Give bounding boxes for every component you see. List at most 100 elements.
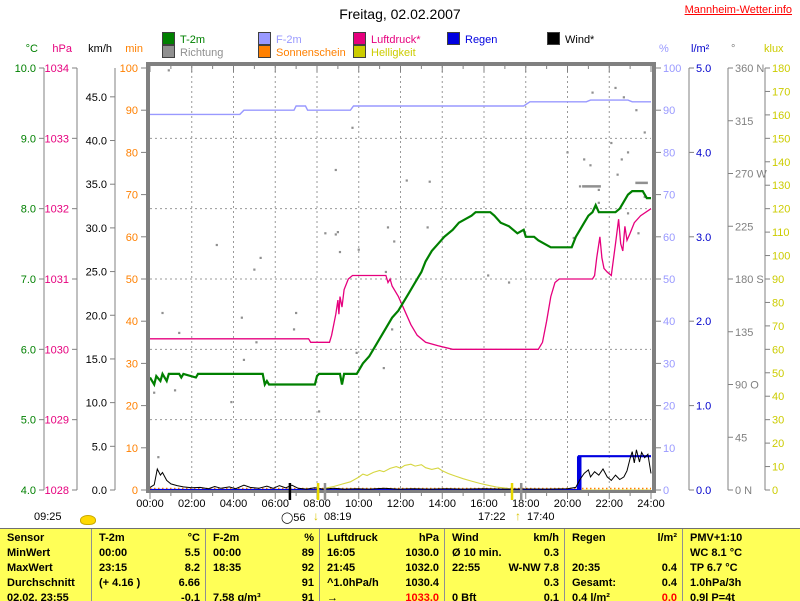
richtung-dot: [336, 231, 339, 234]
richtung-dot: [153, 391, 156, 394]
table-cell-left: 16:05: [327, 547, 356, 559]
legend-item-wind: Wind*: [547, 32, 594, 46]
table-col-unit: °C: [187, 532, 200, 544]
table-cell-left: Gesamt:: [572, 577, 617, 589]
table-row: ^1.0hPa/h 1030.4: [320, 576, 445, 591]
axis-tick-label: 8.0: [21, 204, 36, 216]
morning-time: 09:25: [34, 511, 62, 523]
richtung-dot: [386, 226, 390, 229]
richtung-dot: [391, 328, 394, 331]
series-wind: [149, 449, 652, 490]
axis-tick-label: 1032: [45, 204, 69, 216]
axis-unit-lm2: l/m²: [691, 43, 710, 55]
table-col-name: Luftdruck: [327, 532, 378, 544]
table-cell-right: 1033.0: [405, 592, 439, 601]
richtung-dot: [324, 232, 327, 235]
axis-tick-label: 1030: [45, 344, 69, 356]
richtung-dot: [259, 256, 262, 259]
axis-tick-label: 0.0: [696, 485, 711, 497]
axis-tick-label: 1.0: [696, 401, 711, 413]
axis-tick-label: 4.0: [21, 485, 36, 497]
richtung-dot: [591, 91, 594, 94]
axis-tick-label: 180 S: [735, 274, 764, 286]
axis-tick-label: 180: [772, 63, 790, 75]
axis-tick-label: 5.0: [696, 63, 711, 75]
sunrise-arrow-icon: ↓: [313, 509, 319, 523]
richtung-dot: [157, 456, 160, 459]
table-row: 22:55 W-NW 7.8: [445, 561, 565, 576]
series-t2m: [149, 190, 651, 388]
axis-tick-label: 25.0: [86, 267, 107, 279]
axis-unit-celsius: °C: [25, 43, 38, 55]
table-cell-left: 21:45: [327, 562, 356, 574]
legend-item-luftdruck: Luftdruck*: [353, 32, 421, 46]
axis-tick-label: 90: [126, 105, 138, 117]
axis-tick-label: 360 N: [735, 63, 764, 75]
axis-tick-label: 100: [663, 63, 681, 75]
table-row: 18:35 92: [206, 561, 320, 576]
richtung-dot: [242, 358, 246, 361]
legend-item-regen: Regen: [447, 32, 497, 46]
axis-tick-label: 0: [772, 485, 778, 497]
richtung-dot: [255, 341, 258, 344]
axis-tick-label: 225: [735, 221, 753, 233]
richtung-dot: [405, 179, 408, 182]
axis-tick-label: 150: [772, 133, 790, 145]
axis-tick-label: 20.0: [86, 310, 107, 322]
table-row: (+ 4.16 ) 6.66: [92, 576, 206, 591]
table-row: 0.9l P=4t: [683, 591, 800, 601]
richtung-dot: [643, 195, 646, 199]
table-cell-right: 92: [301, 562, 314, 574]
table-cell-left: 23:15: [99, 562, 128, 574]
table-row-label: MaxWert: [0, 561, 91, 576]
table-cell-left: 0.9l P=4t: [690, 592, 735, 601]
richtung-dot: [487, 274, 490, 277]
axis-tick-label: 1028: [45, 485, 69, 497]
table-row: 1.0hPa/3h: [683, 576, 800, 591]
table-cell-right: 0.4: [661, 562, 677, 574]
table-cell-left: 0 Bft: [452, 592, 477, 601]
axis-tick-label: 30: [126, 358, 138, 370]
axis-tick-label: 0: [132, 485, 138, 497]
axis-tick-label: 50: [663, 274, 675, 286]
axis-tick-label: 60: [772, 344, 784, 356]
axis-tick-label: 160: [772, 110, 790, 122]
table-cell-left: 00:00: [213, 547, 242, 559]
axis-tick-label: 7.0: [21, 274, 36, 286]
table-cell-left: (+ 4.16 ): [99, 577, 141, 589]
axis-tick-label: 40: [663, 316, 675, 328]
plot-border-right: [652, 62, 656, 493]
wind-swatch-icon: [547, 32, 560, 45]
axis-tick-label: 6.0: [21, 344, 36, 356]
richtung-dot: [426, 226, 429, 229]
axis-tick-label: 10.0: [15, 63, 36, 75]
table-cell-right: 0.3: [543, 547, 559, 559]
richtung-dot: [334, 168, 337, 172]
axis-tick-label: 315: [735, 116, 753, 128]
sunset-time: 17:40: [527, 511, 555, 523]
table-row: Ø 10 min. 0.3: [445, 546, 565, 561]
richtung-dot: [583, 158, 586, 161]
table-row-label-text: MaxWert: [7, 562, 53, 574]
richtung-dot: [161, 311, 164, 315]
axis-tick-label: 100: [772, 251, 790, 263]
table-row-label-text: MinWert: [7, 547, 51, 559]
richtung-dot: [626, 151, 630, 154]
axis-tick-label: 14:00: [428, 498, 456, 510]
axis-tick-label: 20: [663, 401, 675, 413]
axis-tick-label: 15.0: [86, 354, 107, 366]
time-marker: [288, 483, 292, 500]
axis-unit-klux: klux: [764, 43, 784, 55]
axis-tick-label: 90: [663, 105, 675, 117]
table-row: -0.1: [92, 591, 206, 601]
legend-item-helligkeit: Helligkeit: [353, 45, 416, 59]
site-link[interactable]: Mannheim-Wetter.info: [684, 4, 792, 16]
table-row: 0.3: [445, 576, 565, 591]
axis-tick-label: 80: [126, 147, 138, 159]
axis-tick-label: 30: [772, 415, 784, 427]
richtung-dot: [643, 131, 646, 134]
sun-cloud-icon: [80, 515, 96, 525]
f2m-swatch-icon: [258, 32, 271, 45]
axis-tick-label: 12:00: [387, 498, 415, 510]
series-f2m: [150, 99, 651, 116]
